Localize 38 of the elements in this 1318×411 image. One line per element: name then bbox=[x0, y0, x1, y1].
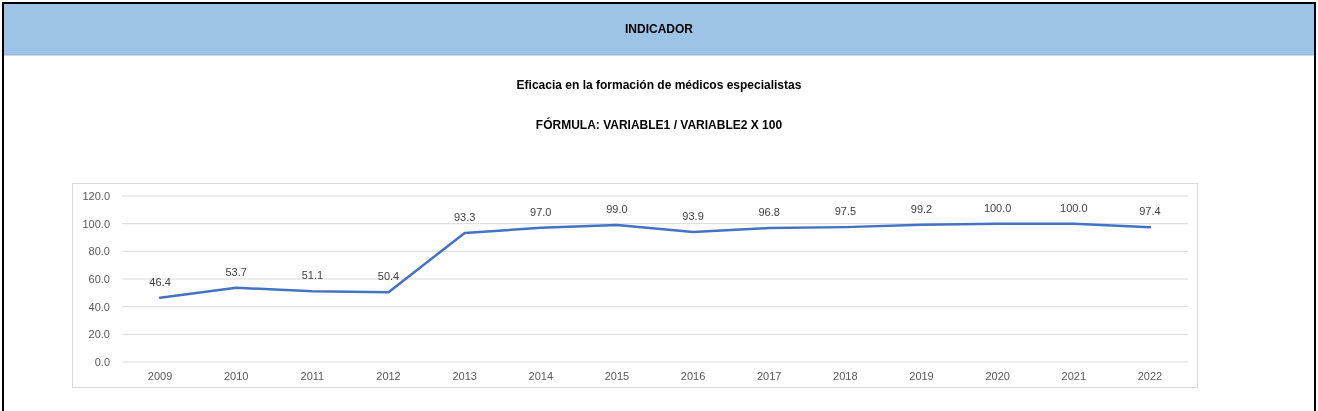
y-tick-label: 40.0 bbox=[88, 300, 110, 313]
x-tick-label: 2010 bbox=[223, 369, 249, 382]
x-tick-label: 2014 bbox=[528, 369, 554, 382]
x-tick-label: 2011 bbox=[300, 369, 325, 382]
data-label: 93.3 bbox=[453, 210, 476, 223]
data-label: 97.4 bbox=[1139, 205, 1161, 218]
x-tick-label: 2012 bbox=[376, 369, 401, 382]
x-tick-label: 2020 bbox=[985, 369, 1010, 382]
data-label: 97.5 bbox=[834, 205, 857, 218]
y-tick-label: 0.0 bbox=[94, 356, 110, 369]
data-label: 51.1 bbox=[301, 269, 324, 282]
chart-subtitle: FÓRMULA: VARIABLE1 / VARIABLE2 X 100 bbox=[535, 117, 783, 133]
y-tick-label: 60.0 bbox=[88, 273, 110, 286]
chart-title: Eficacia en la formación de médicos especialistas bbox=[516, 78, 802, 93]
data-label: 46.4 bbox=[149, 275, 171, 288]
x-tick-label: 2021 bbox=[1061, 369, 1087, 382]
x-tick-label: 2016 bbox=[680, 369, 706, 382]
data-label: 97.0 bbox=[530, 205, 552, 218]
x-tick-label: 2009 bbox=[147, 369, 173, 382]
y-tick-label: 80.0 bbox=[88, 245, 110, 258]
data-label: 99.2 bbox=[910, 202, 933, 215]
text: INDICADOR bbox=[625, 22, 694, 37]
data-label: 50.4 bbox=[377, 270, 400, 283]
data-label: 96.8 bbox=[758, 206, 780, 219]
x-tick-label: 2018 bbox=[833, 369, 858, 382]
data-label: 100.0 bbox=[1060, 201, 1088, 214]
x-tick-label: 2015 bbox=[604, 369, 630, 382]
y-tick-label: 20.0 bbox=[88, 328, 110, 341]
data-label: 93.9 bbox=[682, 210, 704, 223]
data-label: 100.0 bbox=[983, 201, 1012, 214]
x-tick-label: 2019 bbox=[909, 369, 934, 382]
x-tick-label: 2017 bbox=[756, 369, 782, 382]
data-label: 53.7 bbox=[225, 265, 247, 278]
x-tick-label: 2013 bbox=[452, 369, 477, 382]
y-tick-label: 120.0 bbox=[82, 190, 110, 203]
y-tick-label: 100.0 bbox=[82, 217, 110, 230]
x-tick-label: 2022 bbox=[1137, 369, 1163, 382]
data-label: 99.0 bbox=[606, 203, 628, 216]
